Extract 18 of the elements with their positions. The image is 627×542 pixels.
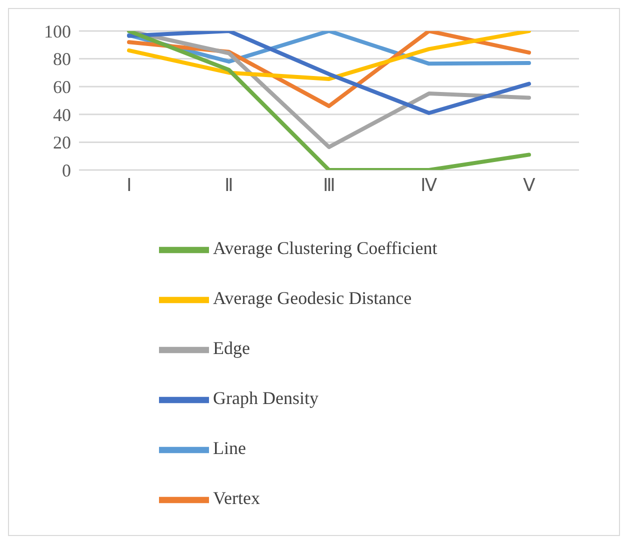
legend-label: Graph Density xyxy=(213,388,318,408)
legend-label: Vertex xyxy=(213,488,260,508)
y-tick-label: 60 xyxy=(53,76,71,97)
legend-label: Average Geodesic Distance xyxy=(213,288,412,308)
y-tick-label: 20 xyxy=(53,132,71,153)
x-tick-label: Ⅳ xyxy=(420,174,438,195)
y-tick-label: 0 xyxy=(62,160,71,180)
line-series xyxy=(127,31,531,81)
x-tick-label: Ⅱ xyxy=(224,174,234,195)
y-tick-label: 40 xyxy=(53,104,71,125)
x-tick-label: Ⅲ xyxy=(323,174,335,195)
x-tick-label: Ⅰ xyxy=(126,174,132,195)
x-tick-label: Ⅴ xyxy=(523,174,536,195)
legend-label: Line xyxy=(213,438,246,458)
y-tick-label: 100 xyxy=(44,21,71,42)
y-tick-label: 80 xyxy=(53,49,71,70)
legend-label: Edge xyxy=(213,338,250,358)
legend-label: Average Clustering Coefficient xyxy=(213,238,438,258)
